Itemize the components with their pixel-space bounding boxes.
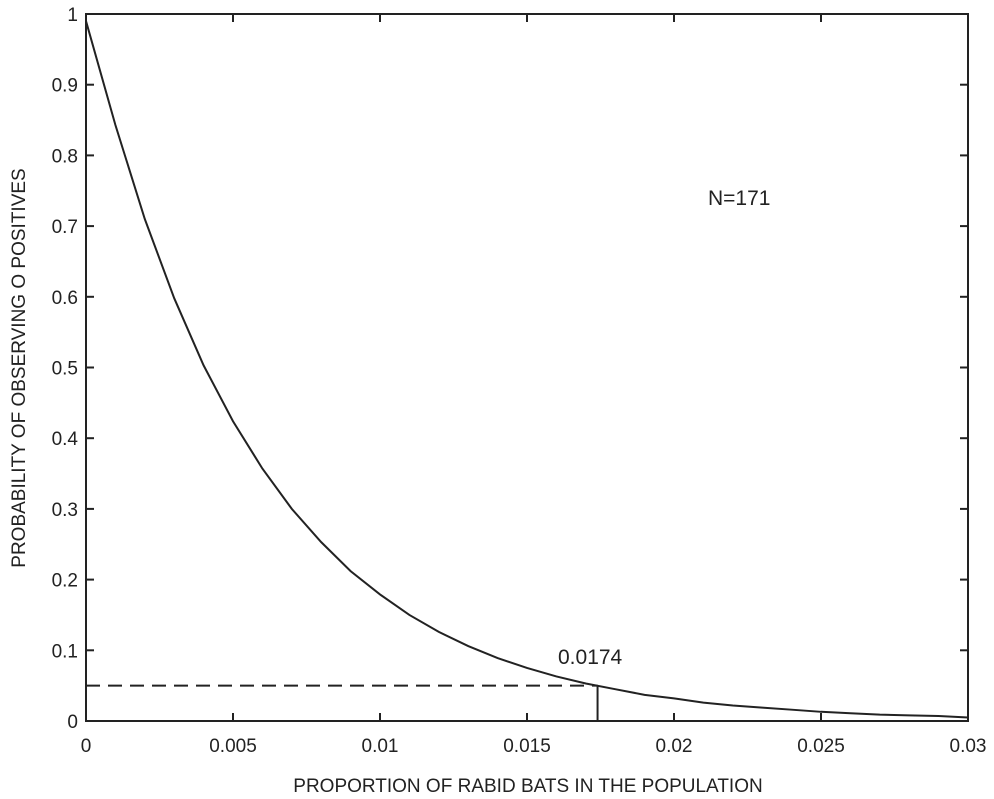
y-tick-label: 0.1 [52, 641, 78, 662]
y-tick-label: 0.4 [52, 429, 79, 450]
probability-curve [85, 20, 969, 719]
y-tick-label: 0 [67, 712, 78, 733]
y-tick-label: 0.8 [52, 146, 78, 167]
y-tick-label: 0.6 [52, 288, 78, 309]
x-tick-label: 0 [81, 736, 92, 757]
y-axis-label: PROBABILITY OF OBSERVING O POSITIVES [9, 168, 30, 567]
x-axis-label: PROPORTION OF RABID BATS IN THE POPULATI… [293, 776, 762, 797]
y-tick-label: 0.5 [52, 359, 78, 380]
y-tick-label: 0.3 [52, 500, 78, 521]
x-tick-label: 0.025 [797, 736, 845, 757]
y-tick-label: 0.2 [52, 571, 78, 592]
x-tick-label: 0.02 [656, 736, 693, 757]
x-tick-label: 0.01 [362, 736, 399, 757]
x-tick-label: 0.03 [950, 736, 987, 757]
axis-tick-labels: 0 0.005 0.01 0.015 0.02 0.025 0.03 0 0.1 0.2 0.3 0.… [52, 5, 987, 757]
x-tick-label: 0.005 [209, 736, 257, 757]
plot-frame [85, 13, 969, 722]
axis-ticks [85, 13, 969, 722]
y-tick-label: 1 [67, 5, 78, 26]
marker-value-label: 0.0174 [558, 646, 623, 669]
y-tick-label: 0.9 [52, 76, 78, 97]
y-tick-label: 0.7 [52, 217, 78, 238]
sample-size-label: N=171 [708, 187, 770, 210]
x-tick-label: 0.015 [503, 736, 551, 757]
